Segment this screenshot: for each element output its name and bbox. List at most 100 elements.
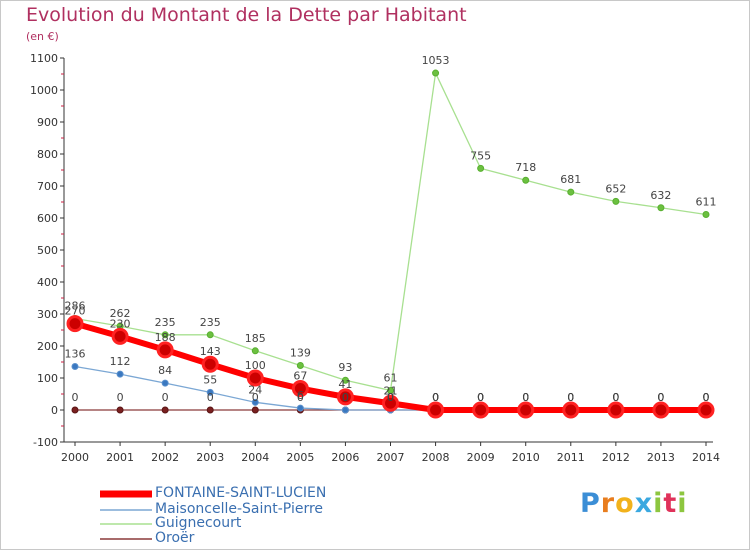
data-point xyxy=(612,197,620,205)
data-label: 24 xyxy=(248,383,262,396)
x-tick-label: 2011 xyxy=(557,451,585,464)
data-point xyxy=(296,362,304,370)
data-label: 0 xyxy=(567,391,574,404)
x-tick-label: 2004 xyxy=(241,451,269,464)
data-point xyxy=(251,398,259,406)
data-label: 0 xyxy=(207,391,214,404)
chart-title: Evolution du Montant de la Dette par Hab… xyxy=(26,4,467,26)
data-label: 185 xyxy=(245,332,266,345)
data-point xyxy=(522,176,530,184)
data-label: 0 xyxy=(612,391,619,404)
x-tick-label: 2008 xyxy=(422,451,450,464)
data-point xyxy=(382,394,399,412)
x-tick-label: 2003 xyxy=(196,451,224,464)
data-point xyxy=(387,386,394,394)
data-label: 681 xyxy=(560,173,581,186)
y-tick-label: 700 xyxy=(37,180,58,193)
data-label: 0 xyxy=(657,391,664,404)
data-label: 67 xyxy=(293,370,307,383)
y-tick-label: 0 xyxy=(51,404,58,417)
data-label: 286 xyxy=(65,299,86,312)
data-label: 632 xyxy=(650,189,671,202)
data-label: 0 xyxy=(522,391,529,404)
data-point xyxy=(246,369,264,387)
y-tick-label: -100 xyxy=(33,436,58,449)
data-point xyxy=(116,406,124,414)
data-label: 0 xyxy=(117,391,124,404)
data-label: 0 xyxy=(477,391,484,404)
x-tick-label: 2006 xyxy=(331,451,359,464)
data-label: 235 xyxy=(155,316,176,329)
data-label: 755 xyxy=(470,149,491,162)
legend-label: Oroër xyxy=(155,530,195,546)
logo-letter: i xyxy=(677,488,688,519)
series-layer xyxy=(66,69,715,419)
data-point xyxy=(341,406,349,414)
data-point xyxy=(251,347,259,355)
data-point xyxy=(71,362,79,370)
data-label: 21 xyxy=(384,384,398,397)
data-label: 0 xyxy=(612,391,619,404)
data-point xyxy=(472,401,490,419)
legend-label: Guignecourt xyxy=(155,515,242,531)
data-point xyxy=(296,404,304,412)
data-point xyxy=(111,327,129,345)
x-tick-label: 2000 xyxy=(61,451,89,464)
logo-letter: x xyxy=(634,488,654,519)
x-tick-label: 2005 xyxy=(286,451,314,464)
data-label: 0 xyxy=(297,391,304,404)
data-point xyxy=(517,401,535,419)
data-point xyxy=(251,406,259,414)
data-label: 0 xyxy=(612,391,619,404)
data-label: 0 xyxy=(567,391,574,404)
data-point xyxy=(607,401,625,419)
data-label: 0 xyxy=(657,391,664,404)
data-label: 143 xyxy=(200,345,221,358)
x-tick-label: 2001 xyxy=(106,451,134,464)
data-label: 139 xyxy=(290,347,311,360)
legend-label: FONTAINE-SAINT-LUCIEN xyxy=(155,485,327,501)
x-tick-label: 2010 xyxy=(512,451,540,464)
data-point xyxy=(427,401,445,419)
data-point xyxy=(657,204,665,212)
data-point xyxy=(201,355,219,373)
data-point xyxy=(697,401,715,419)
data-label: 0 xyxy=(522,391,529,404)
data-label: 0 xyxy=(477,391,484,404)
data-label: 652 xyxy=(605,182,626,195)
data-label: 112 xyxy=(110,355,131,368)
data-point xyxy=(156,341,174,359)
data-point xyxy=(161,406,169,414)
data-label: 0 xyxy=(703,391,710,404)
data-label: 0 xyxy=(72,391,79,404)
data-label: 0 xyxy=(477,391,484,404)
y-tick-label: 400 xyxy=(37,276,58,289)
data-label: 84 xyxy=(158,364,172,377)
data-point xyxy=(71,406,79,414)
data-label: 718 xyxy=(515,161,536,174)
data-point xyxy=(161,331,169,339)
data-point xyxy=(702,210,710,218)
y-tick-label: 1100 xyxy=(30,52,58,65)
x-tick-label: 2007 xyxy=(377,451,405,464)
data-point xyxy=(206,388,214,396)
data-label: 262 xyxy=(110,307,131,320)
data-point xyxy=(116,370,124,378)
data-label: 0 xyxy=(387,391,394,404)
data-label: 0 xyxy=(252,391,259,404)
y-tick-label: 500 xyxy=(37,244,58,257)
data-label: 1053 xyxy=(422,54,450,67)
data-label: 0 xyxy=(432,391,439,404)
y-tick-label: 600 xyxy=(37,212,58,225)
data-point xyxy=(652,401,670,419)
data-label: 100 xyxy=(245,359,266,372)
data-label: 61 xyxy=(384,371,398,384)
data-point xyxy=(336,388,354,406)
data-label: 0 xyxy=(432,391,439,404)
data-point xyxy=(567,188,575,196)
data-point xyxy=(206,406,214,414)
y-tick-label: 800 xyxy=(37,148,58,161)
data-label: 136 xyxy=(65,347,86,360)
data-label: 270 xyxy=(65,305,86,318)
data-label: 235 xyxy=(200,316,221,329)
